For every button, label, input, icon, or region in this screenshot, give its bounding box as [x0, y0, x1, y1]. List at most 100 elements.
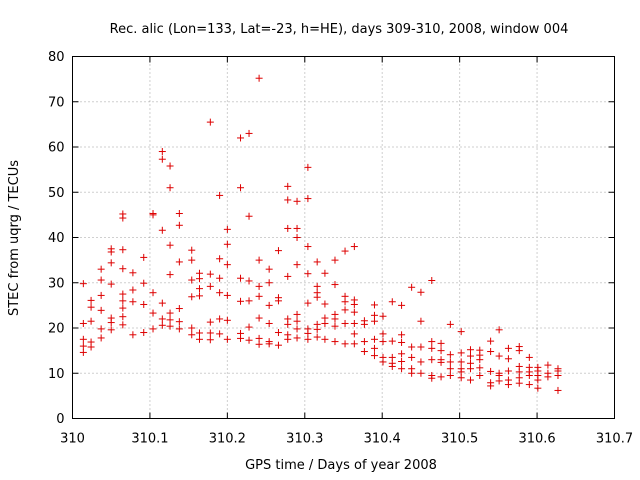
data-point [107, 280, 115, 288]
data-point [544, 361, 552, 369]
data-point [195, 292, 203, 300]
data-point [293, 197, 301, 205]
data-point [487, 382, 495, 390]
data-point [341, 247, 349, 255]
data-point [216, 274, 224, 282]
data-point [446, 372, 454, 380]
data-point [119, 297, 127, 305]
data-point [79, 335, 87, 343]
data-point [188, 256, 196, 264]
data-point [195, 275, 203, 283]
data-point [466, 376, 474, 384]
data-point [255, 334, 263, 342]
data-point [129, 331, 137, 339]
data-point [119, 290, 127, 298]
data-point [223, 316, 231, 324]
data-point [525, 353, 533, 361]
data-point [237, 334, 245, 342]
data-point [476, 356, 484, 364]
data-point [388, 353, 396, 361]
data-point [495, 377, 503, 385]
data-point [158, 321, 166, 329]
data-point [313, 325, 321, 333]
tick-layer: 0 10 20 30 40 50 60 70 80 310 310.1 310.2 310.3 310.4… [48, 50, 633, 447]
data-point [265, 279, 273, 287]
data-point [175, 325, 183, 333]
data-point [370, 344, 378, 352]
data-point [79, 348, 87, 356]
data-point [129, 298, 137, 306]
data-point [188, 331, 196, 339]
data-point [79, 342, 87, 350]
data-point [313, 258, 321, 266]
data-point [515, 347, 523, 355]
data-point [188, 324, 196, 332]
data-point [97, 291, 105, 299]
data-point [360, 320, 368, 328]
data-point [534, 376, 542, 384]
x-tick-label: 310.2 [209, 432, 246, 447]
data-point [237, 184, 245, 192]
data-point [457, 358, 465, 366]
data-point [284, 272, 292, 280]
data-point [293, 224, 301, 232]
data-point [255, 292, 263, 300]
data-point [398, 365, 406, 373]
y-axis-label: STEC from uqrg / TECUs [7, 160, 22, 316]
data-point [408, 343, 416, 351]
data-point [166, 184, 174, 192]
data-point [175, 210, 183, 218]
data-point [350, 308, 358, 316]
data-point [313, 293, 321, 301]
data-point [107, 326, 115, 334]
data-point [265, 340, 273, 348]
x-tick-label: 310.6 [518, 432, 555, 447]
data-point [166, 271, 174, 279]
data-point [175, 258, 183, 266]
data-point [274, 341, 282, 349]
data-point [97, 306, 105, 314]
y-tick-label: 50 [48, 186, 65, 201]
data-point [379, 312, 387, 320]
data-point [370, 317, 378, 325]
data-point [331, 338, 339, 346]
data-point [216, 315, 224, 323]
data-point [284, 196, 292, 204]
data-point [255, 282, 263, 290]
data-point [140, 279, 148, 287]
data-point [255, 340, 263, 348]
data-point [166, 241, 174, 249]
data-point [245, 323, 253, 331]
data-point [129, 269, 137, 277]
data-point [379, 330, 387, 338]
data-point [437, 373, 445, 381]
data-point [97, 276, 105, 284]
data-point [417, 369, 425, 377]
data-point [466, 365, 474, 373]
data-point [446, 358, 454, 366]
data-point [428, 276, 436, 284]
data-point [265, 265, 273, 273]
y-tick-label: 40 [48, 231, 65, 246]
data-point [370, 311, 378, 319]
data-point [304, 329, 312, 337]
data-point [370, 352, 378, 360]
data-point [245, 212, 253, 220]
data-point [97, 334, 105, 342]
data-point [274, 329, 282, 337]
data-point [350, 319, 358, 327]
data-point [417, 317, 425, 325]
data-point [504, 381, 512, 389]
data-point [304, 195, 312, 203]
data-point [216, 255, 224, 263]
data-point [140, 329, 148, 337]
data-point [79, 319, 87, 327]
data-point [341, 306, 349, 314]
data-point [166, 316, 174, 324]
data-point [379, 358, 387, 366]
data-point [350, 330, 358, 338]
data-point [97, 265, 105, 273]
data-point [428, 338, 436, 346]
data-point [398, 331, 406, 339]
data-point [119, 321, 127, 329]
